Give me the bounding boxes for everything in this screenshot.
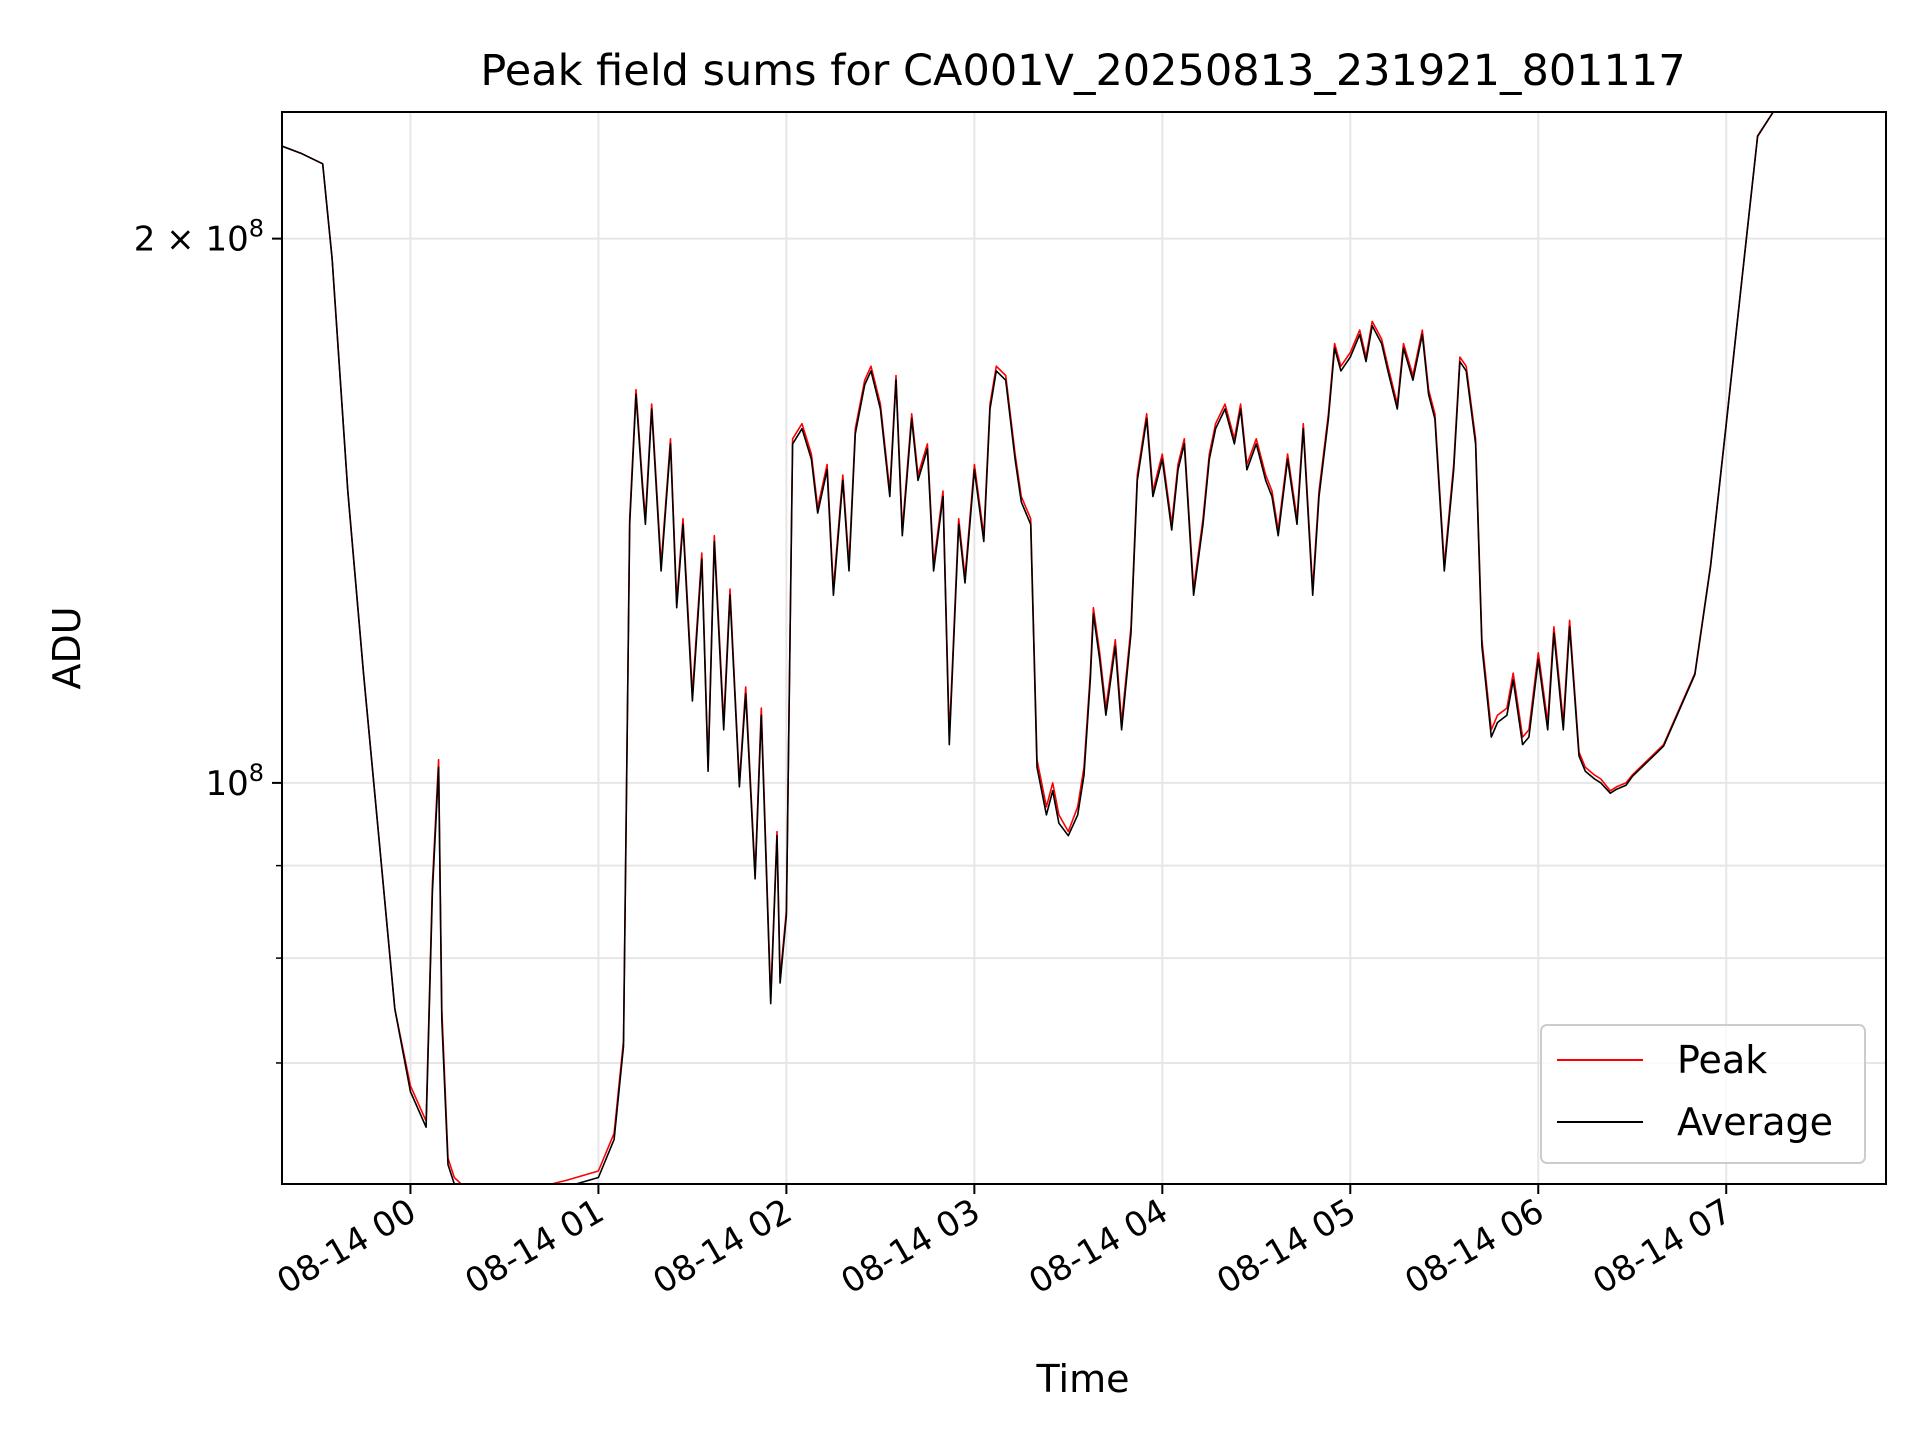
x-axis-label: Time <box>1036 1357 1130 1401</box>
y-axis-label: ADU <box>45 606 89 689</box>
series-line-average <box>282 112 1821 1184</box>
y-tick-label: 2 × 108 <box>134 215 264 260</box>
legend-label-average: Average <box>1677 1100 1833 1144</box>
legend-label-peak: Peak <box>1677 1038 1767 1082</box>
legend: Peak Average <box>1540 1024 1866 1164</box>
series-layer <box>282 112 1821 1184</box>
y-tick-label: 108 <box>205 759 264 804</box>
y-axis-ticks: 108 2 × 108 <box>134 215 282 1064</box>
chart-title: Peak field sums for CA001V_20250813_2319… <box>480 46 1685 96</box>
plot-frame <box>281 111 1887 1185</box>
